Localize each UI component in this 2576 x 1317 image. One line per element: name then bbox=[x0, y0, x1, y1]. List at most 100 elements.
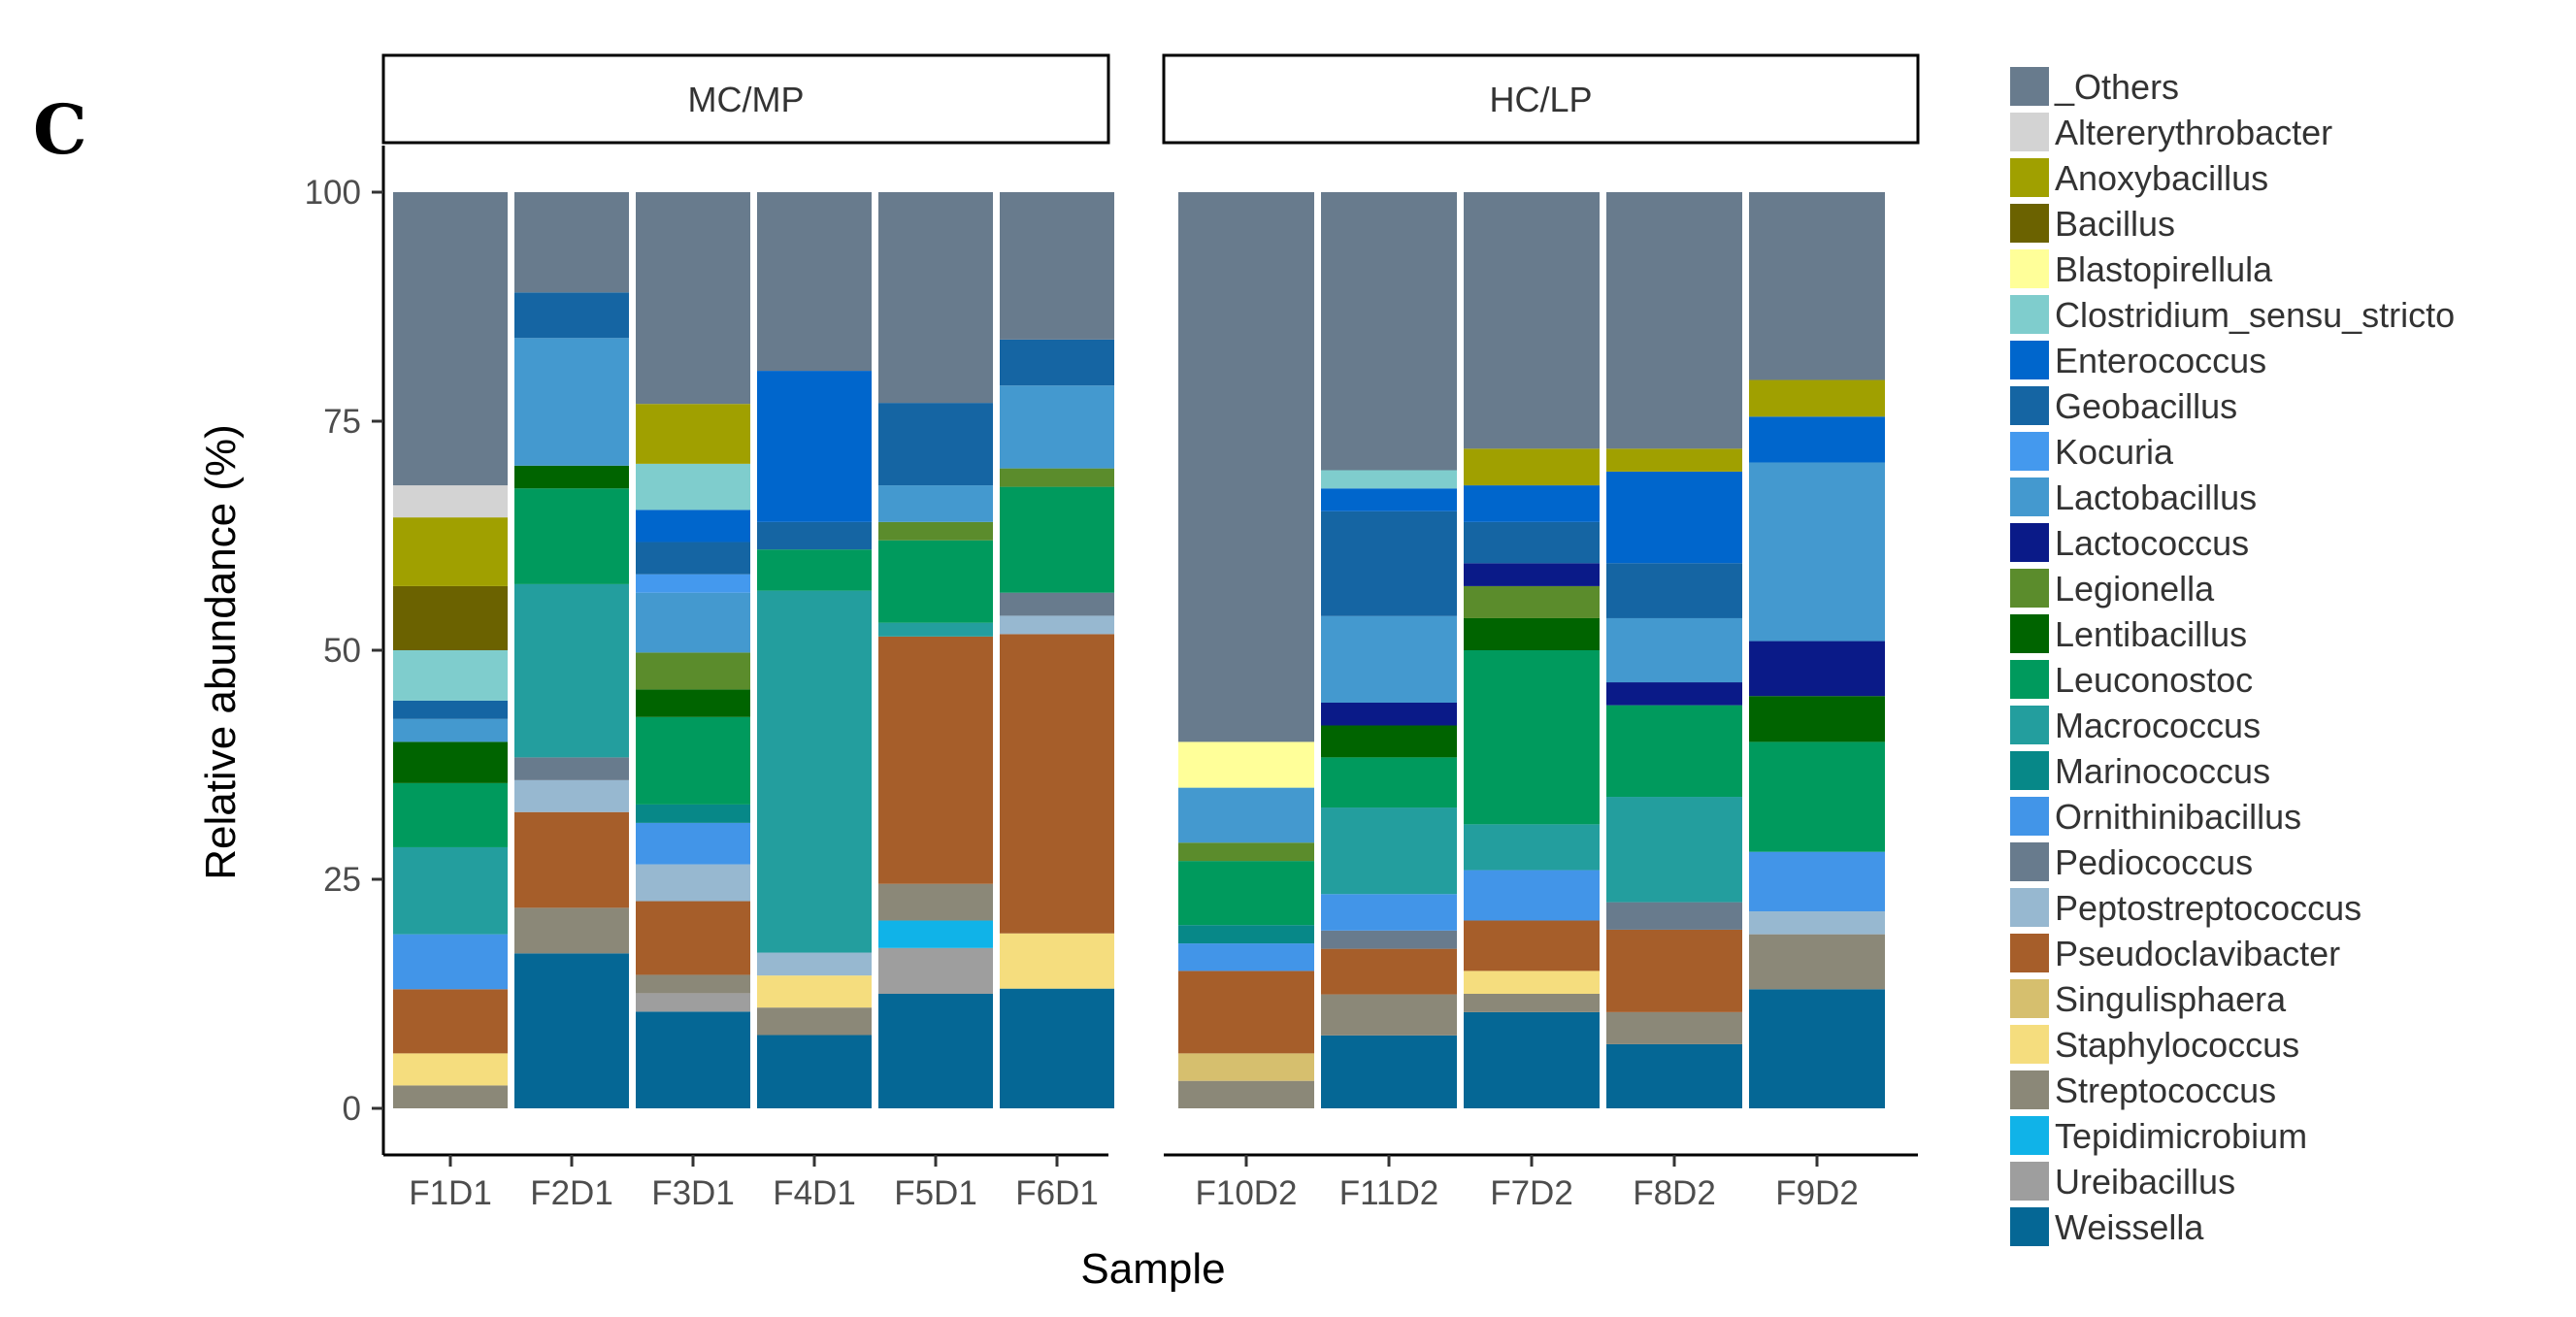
bar-segment-f6d1-staphylococcus bbox=[1000, 933, 1114, 989]
bar-segment-f1d1-ornithinibacillus bbox=[393, 934, 508, 990]
legend-label-peptostreptococcus: Peptostreptococcus bbox=[2055, 888, 2361, 928]
legend-label-pseudoclavibacter: Pseudoclavibacter bbox=[2055, 934, 2340, 973]
bar-segment-f1d1-pseudoclavibacter bbox=[393, 989, 508, 1054]
y-axis-title: Relative abundance (%) bbox=[197, 424, 245, 880]
bar-segment-f4d1-macrococcus bbox=[757, 590, 872, 953]
legend-label-clostridium-sensu-stricto: Clostridium_sensu_stricto bbox=[2055, 295, 2455, 335]
y-tick-label: 0 bbox=[343, 1090, 361, 1128]
bar-segment-f11d2-macrococcus bbox=[1321, 807, 1457, 895]
panel-strip bbox=[381, 53, 1110, 145]
bar-segment-f1d1-lactobacillus bbox=[393, 718, 508, 742]
bar-segment-f5d1-streptococcus bbox=[878, 883, 993, 921]
bar-segment-f11d2-geobacillus bbox=[1321, 510, 1457, 616]
x-tick-label-f8d2: F8D2 bbox=[1633, 1174, 1716, 1212]
legend-label-marinococcus: Marinococcus bbox=[2055, 751, 2270, 791]
legend-label-tepidimicrobium: Tepidimicrobium bbox=[2055, 1116, 2307, 1156]
x-tick-label-f10d2: F10D2 bbox=[1195, 1174, 1297, 1212]
legend-key-kocuria bbox=[2010, 432, 2049, 471]
bar-segment-f9d2-others bbox=[1749, 192, 1885, 380]
bar-segment-f9d2-lentibacillus bbox=[1749, 696, 1885, 742]
bar-segment-f4d1-peptostreptococcus bbox=[757, 952, 872, 976]
legend-key-singulisphaera bbox=[2010, 979, 2049, 1018]
legend-key-streptococcus bbox=[2010, 1070, 2049, 1109]
legend-key-ornithinibacillus bbox=[2010, 797, 2049, 836]
bar-segment-f2d1-lentibacillus bbox=[514, 465, 629, 489]
bar-segment-f11d2-weissella bbox=[1321, 1035, 1457, 1108]
legend-key-bacillus bbox=[2010, 204, 2049, 243]
legend-key-geobacillus bbox=[2010, 386, 2049, 425]
bar-segment-f1d1-anoxybacillus bbox=[393, 517, 508, 586]
legend: _Others Altererythrobacter Anoxybacillus Ba… bbox=[2010, 67, 2455, 1247]
bar-segment-f11d2-pseudoclavibacter bbox=[1321, 948, 1457, 995]
bar-segment-f11d2-lactobacillus bbox=[1321, 615, 1457, 704]
legend-key-staphylococcus bbox=[2010, 1025, 2049, 1064]
bar-segment-f5d1-others bbox=[878, 192, 993, 404]
bar-segment-f10d2-pseudoclavibacter bbox=[1178, 971, 1314, 1054]
bar-segment-f11d2-enterococcus bbox=[1321, 488, 1457, 511]
bar-segment-f8d2-weissella bbox=[1606, 1043, 1742, 1108]
bar-segment-f1d1-geobacillus bbox=[393, 700, 508, 719]
y-tick-label: 50 bbox=[323, 632, 361, 670]
panel-strip bbox=[1162, 53, 1920, 145]
bar-segment-f3d1-ornithinibacillus bbox=[636, 822, 750, 865]
bar-segment-f8d2-anoxybacillus bbox=[1606, 448, 1742, 472]
legend-key-peptostreptococcus bbox=[2010, 888, 2049, 927]
bar-segment-f7d2-lentibacillus bbox=[1464, 617, 1600, 650]
panel-label-mc-mp: MC/MP bbox=[688, 80, 805, 119]
bar-segment-f10d2-ornithinibacillus bbox=[1178, 943, 1314, 971]
bar-segment-f2d1-peptostreptococcus bbox=[514, 779, 629, 812]
bar-segment-f4d1-streptococcus bbox=[757, 1007, 872, 1036]
bar-segment-f3d1-leuconostoc bbox=[636, 716, 750, 805]
bar-segment-f8d2-pseudoclavibacter bbox=[1606, 929, 1742, 1012]
bar-segment-f4d1-leuconostoc bbox=[757, 549, 872, 591]
bar-segment-f5d1-leuconostoc bbox=[878, 540, 993, 623]
bar-segment-f1d1-others bbox=[393, 192, 508, 486]
bar-segment-f10d2-lactobacillus bbox=[1178, 787, 1314, 843]
legend-key-clostridium-sensu-stricto bbox=[2010, 295, 2049, 334]
bar-segment-f3d1-marinococcus bbox=[636, 804, 750, 823]
bar-segment-f9d2-weissella bbox=[1749, 989, 1885, 1108]
bar-segment-f10d2-legionella bbox=[1178, 842, 1314, 862]
bar-segment-f7d2-streptococcus bbox=[1464, 994, 1600, 1012]
bar-segment-f5d1-lactobacillus bbox=[878, 485, 993, 522]
x-tick-label-f2d1: F2D1 bbox=[530, 1174, 613, 1212]
bar-segment-f5d1-pseudoclavibacter bbox=[878, 636, 993, 884]
legend-label-altererythrobacter: Altererythrobacter bbox=[2055, 113, 2332, 152]
bar-segment-f11d2-pediococcus bbox=[1321, 930, 1457, 949]
bar-segment-f3d1-enterococcus bbox=[636, 510, 750, 543]
legend-label-singulisphaera: Singulisphaera bbox=[2055, 979, 2287, 1019]
y-tick-label: 75 bbox=[323, 403, 361, 441]
legend-key-weissella bbox=[2010, 1207, 2049, 1246]
bar-segment-f5d1-ureibacillus bbox=[878, 947, 993, 994]
bar-segment-f6d1-geobacillus bbox=[1000, 339, 1114, 386]
bar-segment-f1d1-lentibacillus bbox=[393, 741, 508, 783]
bar-segment-f10d2-marinococcus bbox=[1178, 925, 1314, 944]
bar-segment-f7d2-pseudoclavibacter bbox=[1464, 920, 1600, 971]
legend-key-altererythrobacter bbox=[2010, 113, 2049, 151]
legend-label-ornithinibacillus: Ornithinibacillus bbox=[2055, 797, 2301, 837]
legend-label-geobacillus: Geobacillus bbox=[2055, 386, 2237, 426]
x-tick-label-f9d2: F9D2 bbox=[1775, 1174, 1859, 1212]
legend-key-enterococcus bbox=[2010, 341, 2049, 379]
bar-segment-f8d2-pediococcus bbox=[1606, 902, 1742, 930]
bar-segment-f5d1-legionella bbox=[878, 521, 993, 541]
bar-segment-f7d2-anoxybacillus bbox=[1464, 448, 1600, 486]
bar-segment-f8d2-geobacillus bbox=[1606, 563, 1742, 618]
legend-key-others bbox=[2010, 67, 2049, 106]
legend-key-blastopirellula bbox=[2010, 249, 2049, 288]
x-tick-label-f7d2: F7D2 bbox=[1490, 1174, 1573, 1212]
bar-segment-f7d2-legionella bbox=[1464, 585, 1600, 618]
bar-segment-f6d1-legionella bbox=[1000, 468, 1114, 487]
bar-segment-f6d1-weissella bbox=[1000, 988, 1114, 1108]
bar-segment-f3d1-lentibacillus bbox=[636, 689, 750, 717]
bar-segment-f5d1-macrococcus bbox=[878, 622, 993, 637]
legend-label-ureibacillus: Ureibacillus bbox=[2055, 1162, 2235, 1202]
bar-segment-f8d2-lactococcus bbox=[1606, 682, 1742, 706]
bar-segment-f10d2-leuconostoc bbox=[1178, 861, 1314, 926]
bar-segment-f10d2-blastopirellula bbox=[1178, 741, 1314, 788]
legend-key-lactobacillus bbox=[2010, 477, 2049, 516]
bar-segment-f5d1-geobacillus bbox=[878, 403, 993, 486]
bar-segment-f6d1-lactobacillus bbox=[1000, 385, 1114, 469]
legend-label-lactococcus: Lactococcus bbox=[2055, 523, 2249, 563]
bar-segment-f2d1-pediococcus bbox=[514, 757, 629, 780]
